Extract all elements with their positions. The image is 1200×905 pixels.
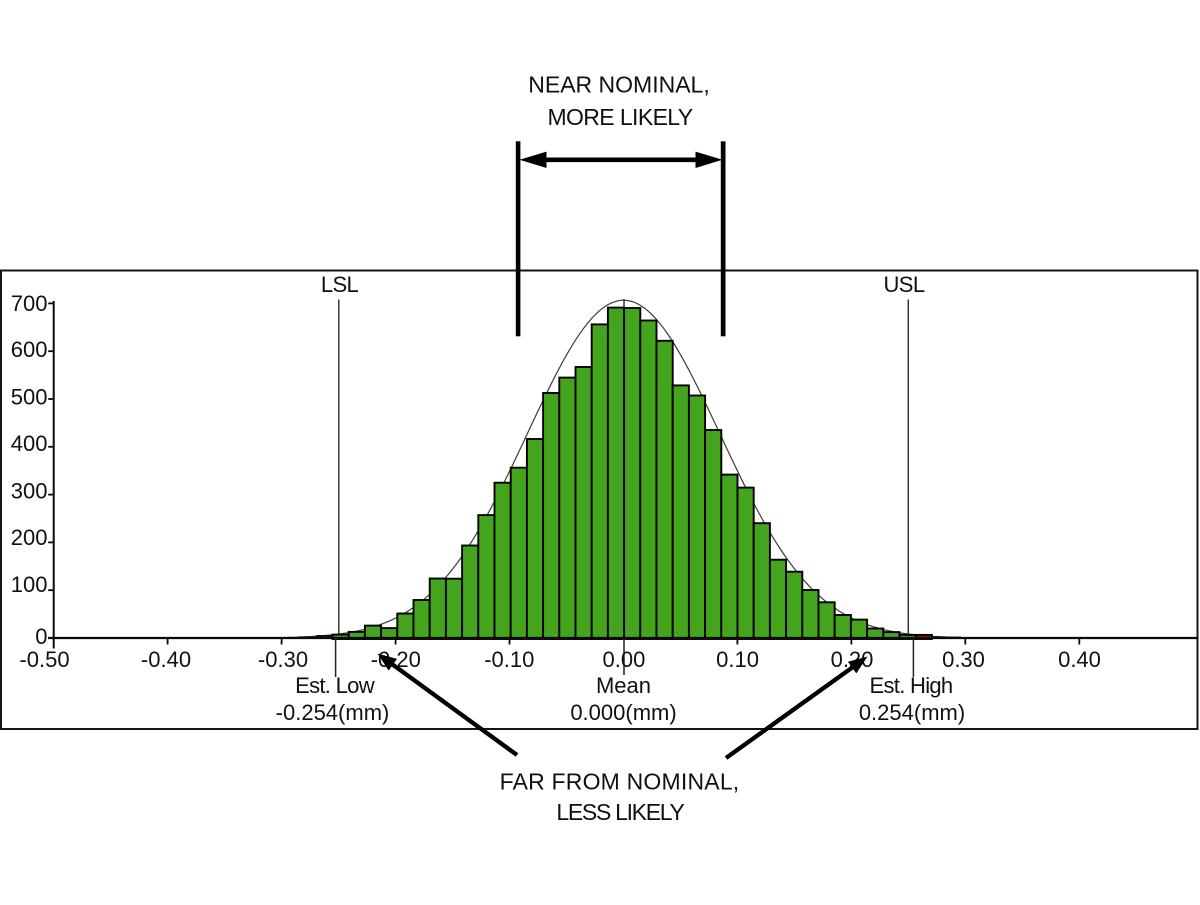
svg-text:Mean: Mean — [596, 673, 651, 698]
svg-text:0.254(mm): 0.254(mm) — [859, 700, 965, 725]
svg-text:-0.30: -0.30 — [258, 647, 308, 672]
svg-text:-0.10: -0.10 — [484, 647, 534, 672]
svg-text:300: 300 — [11, 479, 48, 504]
svg-text:0.10: 0.10 — [716, 647, 759, 672]
svg-text:0.30: 0.30 — [942, 647, 985, 672]
svg-text:USL: USL — [884, 272, 925, 297]
svg-text:-0.40: -0.40 — [141, 647, 191, 672]
svg-text:500: 500 — [11, 385, 48, 410]
svg-text:400: 400 — [11, 431, 48, 456]
svg-text:0.40: 0.40 — [1058, 647, 1101, 672]
svg-text:600: 600 — [11, 337, 48, 362]
svg-text:LSL: LSL — [321, 272, 359, 297]
svg-text:LESS LIKELY: LESS LIKELY — [556, 799, 684, 825]
svg-text:Est. Low: Est. Low — [295, 673, 375, 698]
svg-text:NEAR NOMINAL,: NEAR NOMINAL, — [528, 71, 709, 97]
svg-text:700: 700 — [11, 291, 48, 316]
svg-text:0.00: 0.00 — [602, 647, 645, 672]
svg-text:100: 100 — [11, 572, 48, 597]
svg-text:200: 200 — [11, 525, 48, 550]
svg-text:0.000(mm): 0.000(mm) — [570, 700, 676, 725]
svg-text:FAR FROM NOMINAL,: FAR FROM NOMINAL, — [500, 769, 740, 795]
svg-text:MORE LIKELY: MORE LIKELY — [547, 104, 692, 130]
svg-text:Est. High: Est. High — [870, 673, 953, 698]
svg-text:-0.254(mm): -0.254(mm) — [276, 700, 390, 725]
svg-text:-0.50: -0.50 — [19, 647, 69, 672]
svg-text:0: 0 — [35, 624, 47, 649]
